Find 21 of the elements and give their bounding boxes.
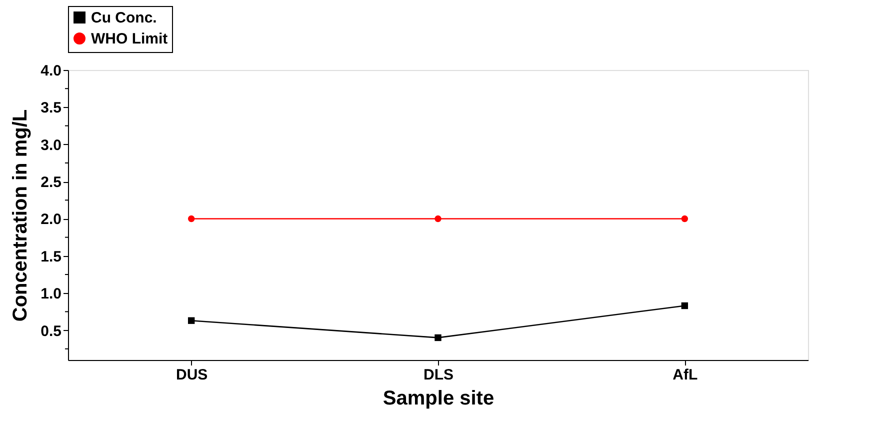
x-tick-label: DLS xyxy=(424,366,454,384)
y-tick-label: 1.5 xyxy=(40,248,62,266)
legend-label: WHO Limit xyxy=(91,30,168,48)
y-tick-label: 2.5 xyxy=(40,174,62,192)
point xyxy=(681,215,688,222)
y-tick-label: 0.5 xyxy=(40,322,62,340)
point xyxy=(681,302,688,310)
y-axis-title: Concentration in mg/L xyxy=(10,109,32,322)
y-tick-label: 3.0 xyxy=(40,136,62,154)
x-axis-title: Sample site xyxy=(382,388,494,410)
y-tick-label: 3.5 xyxy=(40,100,62,117)
y-tick-label: 1.0 xyxy=(40,286,62,303)
point xyxy=(434,215,442,222)
point xyxy=(188,215,195,222)
x-tick-label: DUS xyxy=(176,366,208,384)
point xyxy=(434,334,442,342)
point xyxy=(188,317,195,324)
legend-label: Cu Conc. xyxy=(91,10,157,26)
y-tick-label: 2.0 xyxy=(40,211,62,228)
x-tick-label: AfL xyxy=(672,366,698,384)
y-tick-label: 4.0 xyxy=(40,62,62,80)
